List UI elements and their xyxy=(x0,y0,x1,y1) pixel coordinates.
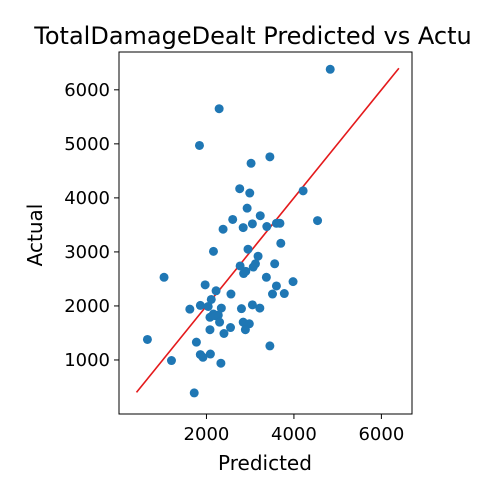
data-point xyxy=(218,224,228,234)
data-point xyxy=(228,214,238,224)
data-point xyxy=(159,272,169,282)
x-tick-label: 6000 xyxy=(358,424,404,445)
data-point xyxy=(189,388,199,398)
y-tick-label: 1000 xyxy=(64,350,110,371)
data-point xyxy=(261,272,271,282)
y-tick-label: 3000 xyxy=(64,242,110,263)
data-point xyxy=(245,188,255,198)
data-point xyxy=(200,280,210,290)
data-point xyxy=(325,64,335,74)
data-point xyxy=(219,328,229,338)
data-point xyxy=(205,325,215,335)
data-point xyxy=(247,219,257,229)
data-point xyxy=(276,238,286,248)
data-point xyxy=(203,301,213,311)
data-point xyxy=(236,304,246,314)
data-point xyxy=(235,184,245,194)
plot-frame xyxy=(118,51,413,415)
data-point xyxy=(262,222,272,232)
data-point xyxy=(206,294,216,304)
data-point xyxy=(267,289,277,299)
axes xyxy=(118,51,413,415)
data-point xyxy=(275,218,285,228)
y-tick-label: 5000 xyxy=(64,134,110,155)
y-axis-label: Actual xyxy=(23,204,47,267)
y-tick-label: 6000 xyxy=(64,80,110,101)
data-point xyxy=(288,277,298,287)
data-point xyxy=(243,244,253,254)
data-point xyxy=(248,262,258,272)
data-point xyxy=(255,303,265,313)
data-points xyxy=(142,64,335,398)
data-point xyxy=(226,323,236,333)
data-point xyxy=(242,203,252,213)
data-point xyxy=(239,269,249,279)
x-tick-label: 4000 xyxy=(271,424,317,445)
data-point xyxy=(226,289,236,299)
data-point xyxy=(255,211,265,221)
data-point xyxy=(166,356,176,366)
y-tick-label: 4000 xyxy=(64,188,110,209)
data-point xyxy=(191,337,201,347)
data-point xyxy=(194,140,204,150)
data-point xyxy=(185,304,195,314)
x-tick-label: 2000 xyxy=(184,424,230,445)
data-point xyxy=(247,300,257,310)
data-point xyxy=(198,352,208,362)
data-point xyxy=(246,158,256,168)
data-point xyxy=(279,289,289,299)
x-axis-label: Predicted xyxy=(218,451,312,475)
data-point xyxy=(298,186,308,196)
data-point xyxy=(265,152,275,162)
data-point xyxy=(210,311,220,321)
data-point xyxy=(238,223,248,233)
data-point xyxy=(205,349,215,359)
chart-title: TotalDamageDealt Predicted vs Actu xyxy=(33,22,471,50)
data-point xyxy=(208,246,218,256)
data-point xyxy=(216,303,226,313)
data-point xyxy=(253,251,263,261)
data-point xyxy=(235,261,245,271)
data-point xyxy=(270,259,280,269)
ticks: 2000 4000 6000 1000 2000 3000 4000 5000 6000 xyxy=(64,80,404,445)
y-tick-label: 2000 xyxy=(64,296,110,317)
data-point xyxy=(271,281,281,291)
data-point xyxy=(265,341,275,351)
data-point xyxy=(313,216,323,226)
data-point xyxy=(215,317,225,327)
data-point xyxy=(195,300,205,310)
data-point xyxy=(142,334,152,344)
data-point xyxy=(240,325,250,335)
data-point xyxy=(211,286,221,296)
data-point xyxy=(214,104,224,114)
data-point xyxy=(216,358,226,368)
